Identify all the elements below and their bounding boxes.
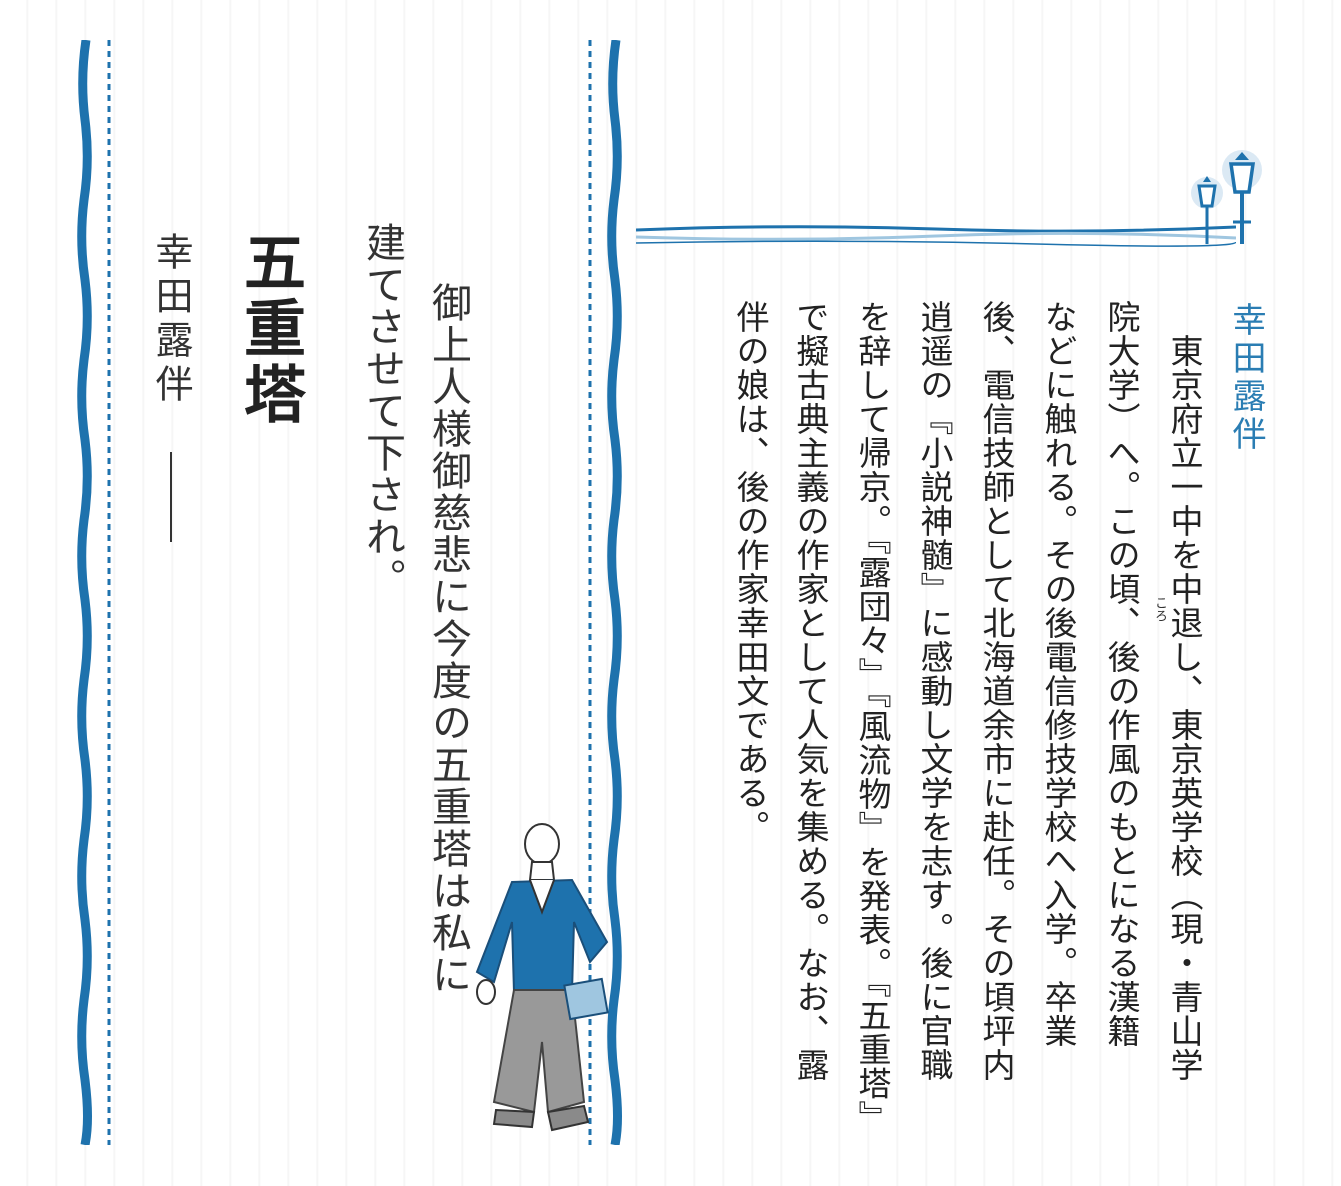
author-name: 幸田露伴 — [149, 232, 193, 408]
quote-line-2: 建てさせて下され。 — [359, 222, 405, 600]
bio-line-5: 逍遥の『小説神髄』に感動し文学を志す。後に官職 — [915, 300, 954, 1082]
bio-heading: 幸田露伴 — [1226, 302, 1266, 454]
bio-line-6: を辞して帰京。『露団々』『風流物』を発表。『五重塔』 — [853, 300, 892, 1135]
bio-line-8: 伴の娘は、後の作家幸田文である。 — [731, 300, 770, 844]
bio-line-1: 東京府立一中を中退し、東京英学校（現・青山学 — [1165, 300, 1204, 1082]
left-rope-border — [77, 40, 111, 1145]
man-in-kimono-illustration — [475, 823, 609, 1132]
bio-line-7: で擬古典主義の作家として人気を集める。なお、露 — [791, 300, 830, 1082]
work-title: 五重塔 — [233, 230, 306, 428]
horizon-lines — [636, 225, 1236, 247]
ruby-reading: ころ — [1152, 596, 1167, 622]
quote-line-1: 御上人様御慈悲に今度の五重塔は私に — [425, 282, 471, 996]
author-dash — [170, 452, 172, 542]
bio-line-2: 院大学）へ。この頃、後の作風のもとになる漢籍 — [1102, 300, 1141, 1048]
bio-line-4: 後、電信技師として北海道余市に赴任。その頃坪内 — [977, 300, 1016, 1082]
bio-line-3: などに触れる。その後電信修技学校へ入学。卒業 — [1039, 300, 1078, 1048]
middle-rope-border — [588, 40, 622, 1145]
street-lamp-icon — [1191, 150, 1262, 244]
